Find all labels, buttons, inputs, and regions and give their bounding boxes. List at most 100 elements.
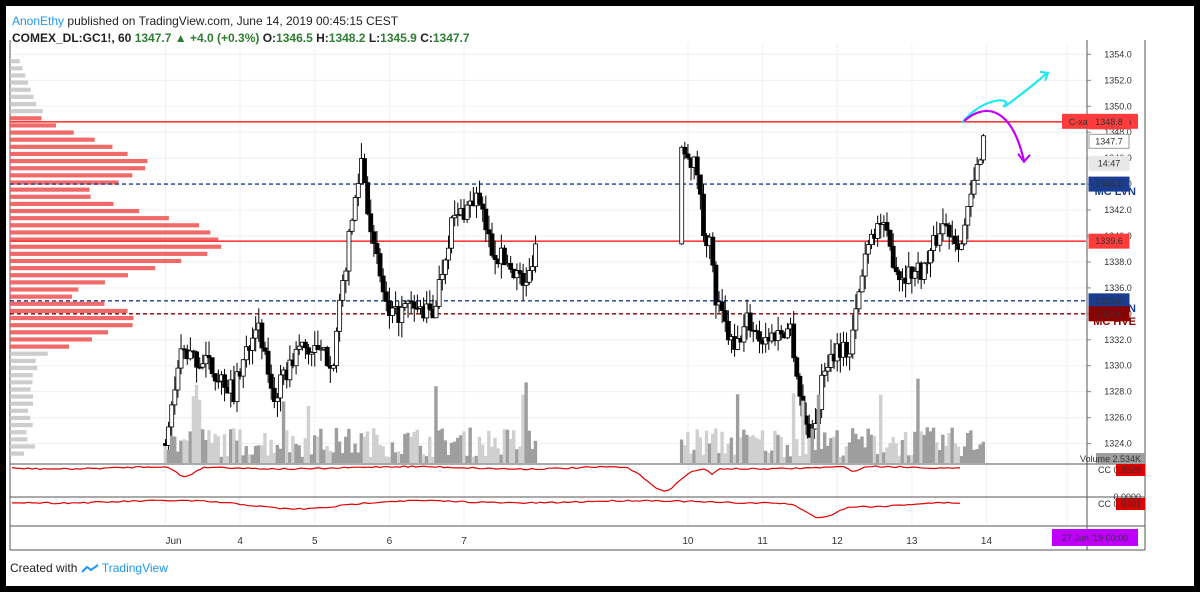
candle-body [390, 307, 395, 316]
candle-body [971, 179, 977, 195]
volume-bar [714, 428, 718, 463]
candle-body [887, 229, 893, 247]
candle-body [424, 303, 430, 319]
candle-body [722, 310, 728, 322]
volume-bar [496, 448, 500, 463]
candle-body [710, 236, 716, 266]
chart-frame [6, 6, 1194, 586]
profile-bar [10, 94, 34, 99]
candle-body [380, 275, 386, 293]
volume-bar [480, 444, 485, 463]
volume-bar [359, 433, 364, 463]
volume-bar [428, 436, 432, 463]
volume-bar [378, 444, 382, 463]
volume-bar [347, 428, 351, 463]
candle-body [483, 208, 489, 231]
volume-bar [449, 442, 454, 463]
volume-bar [256, 445, 261, 463]
volume-bar [816, 394, 821, 463]
volume-bar [941, 434, 945, 463]
volume-bar [766, 452, 771, 463]
volume-bar [922, 434, 926, 463]
profile-bar [10, 194, 91, 199]
candle-body [209, 357, 215, 375]
volume-bar [210, 442, 214, 463]
volume-bar [303, 438, 308, 463]
candle-body [271, 387, 277, 402]
tradingview-brand[interactable]: TradingView [101, 561, 168, 575]
volume-bar [844, 446, 849, 463]
volume-bar [822, 432, 827, 463]
profile-bar [10, 251, 208, 256]
volume-bar [306, 406, 311, 463]
symbol-label[interactable]: COMEX_DL:GC1!, 60 [12, 31, 132, 45]
candle-body [946, 224, 952, 237]
volume-bar [726, 443, 730, 463]
price-label: 1347.7 [1095, 136, 1123, 146]
profile-bar [10, 216, 169, 221]
volume-bar [452, 441, 457, 463]
candle-body [523, 281, 529, 286]
profile-bar [10, 244, 222, 249]
price-label-box [1088, 155, 1130, 171]
volume-bar [322, 449, 326, 463]
volume-bar [882, 452, 886, 463]
volume-bar [944, 445, 948, 463]
volume-bar [344, 436, 348, 463]
candle-body [962, 224, 968, 245]
candle-body [433, 305, 439, 319]
price-tick-label: 1354.0 [1104, 49, 1132, 59]
volume-bar [163, 446, 168, 463]
profile-bar [10, 380, 33, 385]
volume-bar [281, 401, 286, 463]
candle-body [940, 223, 946, 235]
volume-bar [372, 428, 376, 463]
volume-bar [919, 431, 923, 463]
candle-body [822, 370, 828, 376]
candle-body [181, 348, 187, 351]
candle-body [262, 347, 268, 352]
candle-body [890, 245, 896, 268]
profile-bar [10, 301, 105, 306]
candle-body [875, 223, 881, 239]
candle-body [517, 270, 523, 274]
volume-bar [474, 455, 479, 463]
profile-bar [10, 166, 146, 171]
publish-info: published on TradingView.com, June 14, 2… [67, 14, 399, 28]
volume-bar [331, 452, 336, 463]
volume-bar [253, 445, 258, 463]
candle-body [869, 233, 874, 245]
candle-body [315, 345, 321, 350]
price-label-box [1088, 133, 1130, 149]
volume-bar [487, 430, 491, 463]
candle-body [275, 397, 280, 402]
profile-bar [10, 315, 134, 321]
volume-label-box [1096, 453, 1145, 464]
volume-bar [424, 456, 429, 463]
close-value: 1347.7 [432, 31, 470, 45]
volume-bar [972, 449, 976, 463]
volume-bar [804, 454, 808, 463]
candle-body [859, 275, 865, 293]
candle-body [374, 243, 380, 255]
volume-bar [462, 431, 466, 463]
author-name[interactable]: AnonEthy [12, 14, 65, 28]
volume-bar [732, 454, 737, 463]
volume-bar [916, 378, 920, 463]
volume-bar [742, 429, 746, 463]
date-tick-label: 14 [981, 536, 993, 547]
arrow-up-icon: ▲ [174, 31, 187, 45]
price-label-box [1088, 114, 1130, 130]
cyan-forecast-arrow [961, 73, 1047, 124]
volume-bar [711, 433, 715, 463]
candle-body [803, 415, 809, 425]
volume-bar [232, 428, 236, 463]
volume-bar [878, 394, 883, 463]
candle-body [747, 312, 753, 331]
candle-body [943, 223, 949, 226]
price-tick-label: 1352.0 [1104, 75, 1132, 85]
volume-bar [225, 455, 230, 463]
profile-bar [10, 351, 48, 356]
candle-body [757, 331, 762, 342]
